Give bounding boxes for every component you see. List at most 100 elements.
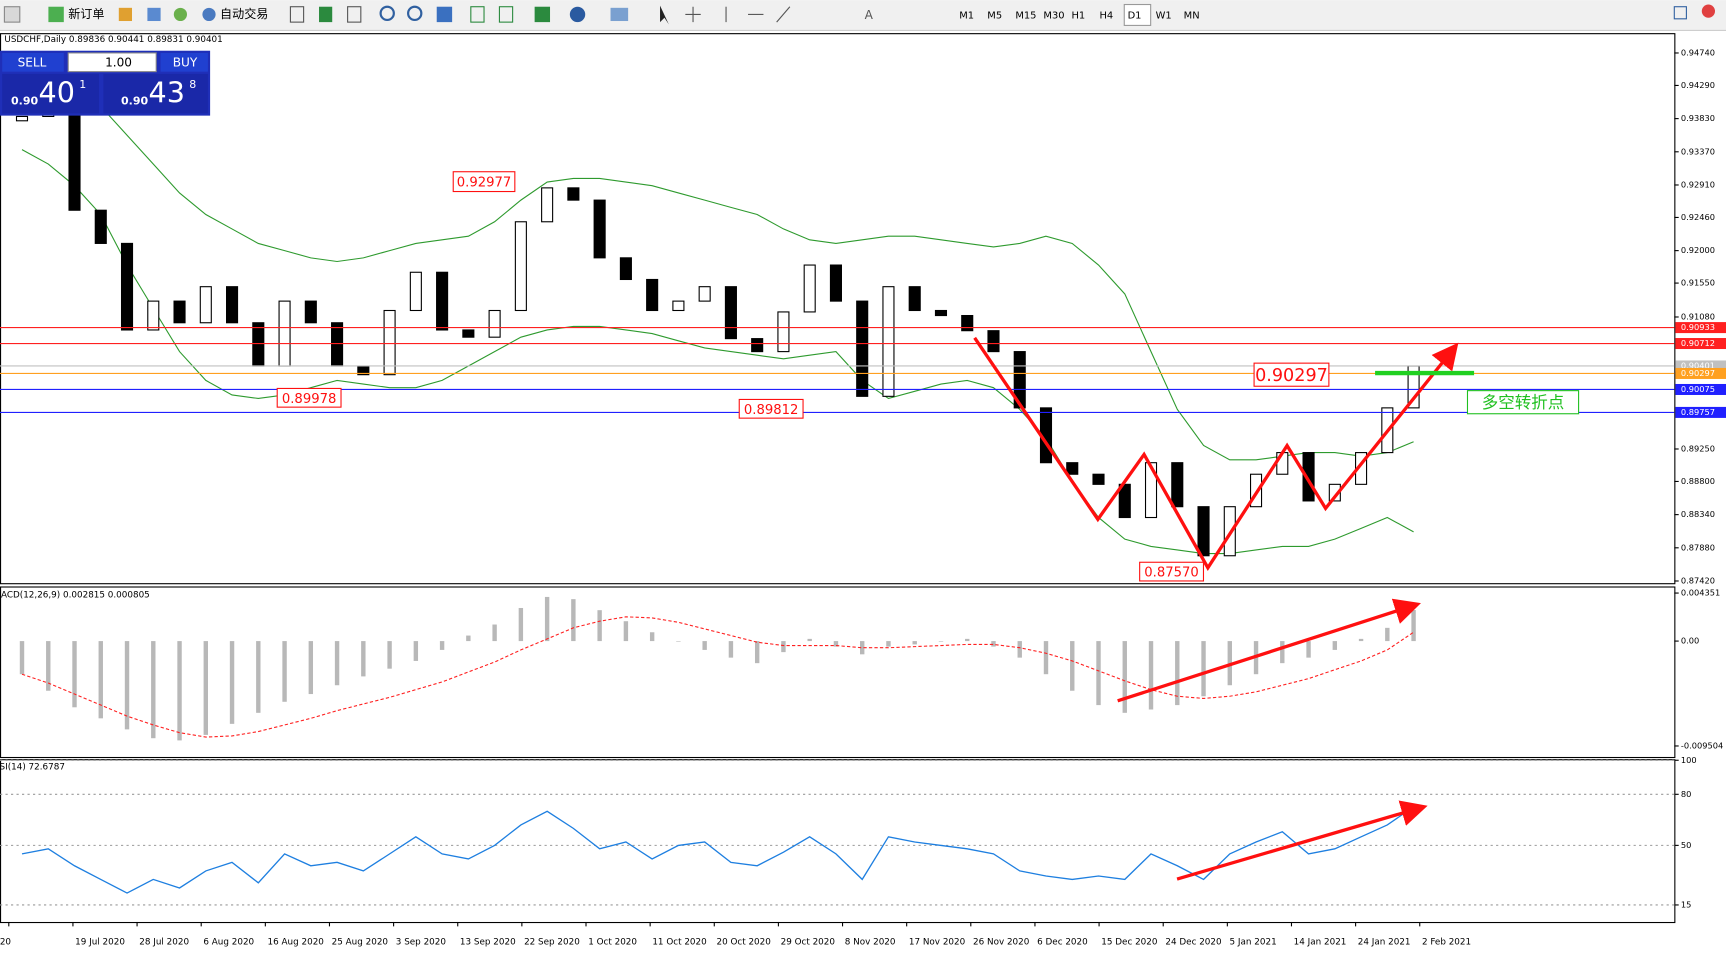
toolbar bbox=[0, 0, 1726, 31]
notifications[interactable] bbox=[1701, 4, 1715, 18]
candle bbox=[1302, 452, 1315, 502]
new-order-icon[interactable] bbox=[48, 6, 64, 23]
y-tick-label: 50 bbox=[1681, 840, 1692, 850]
annotation-box bbox=[738, 398, 804, 419]
annotation: 0.90297 bbox=[1255, 366, 1328, 386]
y-tick-label: 0.92460 bbox=[1681, 212, 1715, 222]
candle bbox=[278, 300, 291, 367]
candle bbox=[882, 286, 895, 397]
macd-bar bbox=[229, 641, 235, 724]
bollinger-upper bbox=[21, 62, 1414, 461]
candle bbox=[436, 271, 449, 331]
y-tick-label: 0.88800 bbox=[1681, 476, 1715, 486]
zoom-in[interactable] bbox=[379, 5, 395, 22]
candle bbox=[777, 311, 790, 353]
timeframe[interactable]: M1 bbox=[959, 11, 974, 22]
rsi-trend-arrow bbox=[1176, 800, 1428, 881]
tool-icon[interactable] bbox=[470, 6, 485, 23]
timeframe[interactable]: H1 bbox=[1071, 11, 1085, 22]
y-tick-label: 80 bbox=[1681, 789, 1692, 799]
tool-icon[interactable] bbox=[569, 6, 586, 23]
timeframe[interactable]: M5 bbox=[987, 11, 1002, 22]
one-click-trading: SELL 1.00 BUY 0.90 40 1 0.90 43 8 bbox=[0, 50, 211, 116]
icon[interactable] bbox=[118, 7, 133, 22]
timeframe[interactable]: M30 bbox=[1043, 11, 1064, 22]
x-tick-label: ul 2020 bbox=[0, 937, 11, 947]
trendline-tool[interactable] bbox=[776, 6, 791, 23]
macd-bar bbox=[807, 638, 812, 642]
y-tick-label: 0.91550 bbox=[1681, 278, 1715, 288]
timeframe[interactable]: D1 bbox=[1128, 11, 1142, 22]
lot-input[interactable] bbox=[67, 52, 157, 73]
timeframe[interactable]: M15 bbox=[1015, 11, 1036, 22]
active-timeframe[interactable] bbox=[1123, 3, 1152, 26]
y-tick-label: 0.94290 bbox=[1681, 80, 1715, 90]
crosshair-tool[interactable] bbox=[685, 6, 701, 23]
candle bbox=[147, 300, 160, 331]
candle bbox=[908, 286, 921, 312]
auto-trading-icon[interactable] bbox=[202, 7, 216, 22]
candle bbox=[488, 309, 501, 338]
tool-icon[interactable] bbox=[498, 6, 514, 23]
candle bbox=[1013, 351, 1026, 409]
lot-value[interactable]: 1.00 bbox=[105, 55, 132, 69]
macd-bar bbox=[1411, 610, 1416, 642]
icon[interactable] bbox=[173, 7, 188, 22]
macd-bar bbox=[571, 599, 576, 642]
tool-icon[interactable] bbox=[610, 7, 629, 22]
bid-box[interactable] bbox=[2, 73, 100, 114]
x-tick-label: 24 Jan 2021 bbox=[1358, 937, 1411, 947]
macd-bar bbox=[46, 641, 51, 691]
macd-bar bbox=[466, 635, 471, 642]
ask-box[interactable] bbox=[103, 73, 208, 114]
x-tick-label: 14 Jan 2021 bbox=[1294, 937, 1347, 947]
x-tick-label: 13 Sep 2020 bbox=[460, 937, 516, 947]
macd-bar bbox=[98, 641, 103, 719]
timeframe[interactable]: H4 bbox=[1100, 11, 1114, 22]
candle bbox=[15, 115, 29, 122]
zoom-out[interactable] bbox=[407, 5, 423, 22]
macd-trend-arrow bbox=[1117, 598, 1421, 703]
tool-icon[interactable] bbox=[289, 6, 305, 23]
text-tool[interactable]: A bbox=[865, 8, 874, 22]
y-tick-label: 0.92910 bbox=[1681, 179, 1715, 189]
macd-bar bbox=[413, 641, 419, 661]
macd-bar bbox=[702, 641, 707, 650]
candle bbox=[120, 242, 134, 331]
candle bbox=[751, 338, 764, 353]
buy-button[interactable] bbox=[160, 52, 208, 72]
candle bbox=[567, 187, 580, 201]
buy-label[interactable]: BUY bbox=[173, 55, 198, 69]
macd-bar bbox=[991, 641, 996, 647]
macd-panel bbox=[0, 586, 1676, 759]
annotation-box bbox=[1253, 362, 1330, 387]
tool-icon[interactable] bbox=[436, 6, 453, 23]
tool-icon[interactable] bbox=[534, 6, 551, 23]
icon[interactable] bbox=[3, 6, 21, 23]
icon[interactable] bbox=[147, 7, 161, 22]
sell-label[interactable]: SELL bbox=[18, 55, 47, 69]
annotation-box bbox=[276, 387, 342, 408]
auto-trading[interactable]: 自动交易 bbox=[220, 6, 268, 21]
timeframe[interactable]: W1 bbox=[1156, 11, 1172, 22]
search[interactable] bbox=[1673, 6, 1687, 20]
bid-big: 40 bbox=[39, 76, 75, 110]
candle bbox=[462, 329, 475, 338]
sell-button[interactable] bbox=[2, 52, 64, 72]
macd-bar bbox=[833, 641, 839, 647]
timeframe[interactable]: MN bbox=[1184, 11, 1200, 22]
candle bbox=[1328, 483, 1341, 502]
tool-icon[interactable] bbox=[319, 6, 333, 23]
x-tick-label: 26 Nov 2020 bbox=[973, 937, 1030, 947]
y-tick-label: 0.94740 bbox=[1681, 47, 1715, 57]
x-tick-label: 22 Sep 2020 bbox=[524, 937, 580, 947]
annotation: 0.89978 bbox=[282, 392, 337, 407]
macd-bar bbox=[1332, 641, 1338, 650]
macd-bar bbox=[623, 621, 629, 642]
candle bbox=[252, 322, 265, 367]
candle bbox=[934, 309, 948, 317]
tool-icon[interactable] bbox=[347, 6, 362, 23]
new-order[interactable]: 新订单 bbox=[68, 6, 104, 21]
x-tick-label: 17 Nov 2020 bbox=[909, 937, 966, 947]
